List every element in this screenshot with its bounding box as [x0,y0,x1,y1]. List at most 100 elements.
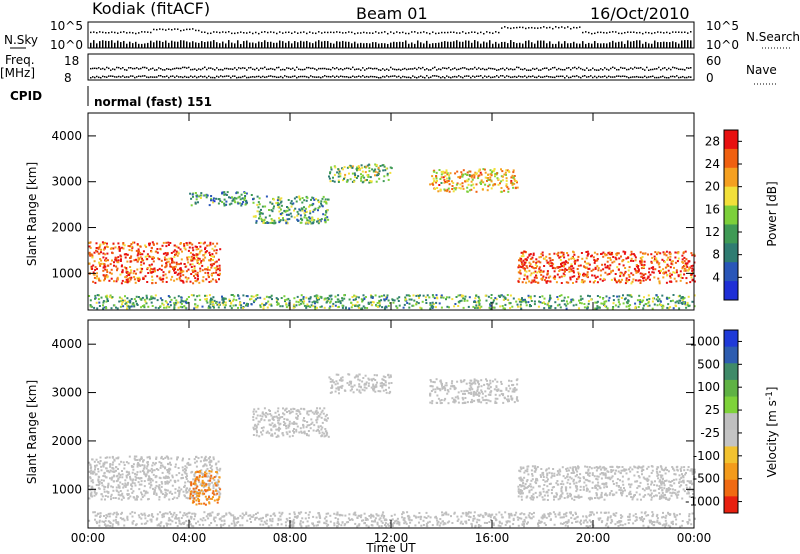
colorbar-swatch [724,186,738,207]
echo-pixel [310,423,313,425]
nsky-bar [198,42,200,48]
echo-pixel [194,298,197,301]
nave-dot [352,75,354,77]
echo-pixel [146,297,148,300]
echo-pixel [643,260,646,263]
echo-pixel [474,301,476,303]
echo-pixel [95,249,97,252]
cpid-value: normal (fast) 151 [94,95,212,109]
echo-pixel [183,305,186,308]
echo-pixel [234,201,237,204]
echo-pixel [376,305,379,308]
echo-pixel [257,206,260,209]
nave-dot [618,75,620,77]
echo-pixel [487,173,490,176]
echo-pixel [226,191,229,194]
nave-dot [190,75,192,77]
echo-pixel [154,462,157,465]
echo-pixel [215,471,218,473]
echo-pixel [194,270,197,273]
echo-pixel [204,194,207,197]
freq-dot [134,67,136,70]
echo-pixel [131,246,134,249]
echo-pixel [462,169,465,172]
nsearch-dot [591,32,593,35]
echo-pixel [119,490,122,492]
echo-pixel [208,251,211,254]
nsearch-dot [192,28,194,30]
echo-band-2 [252,195,330,225]
nsearch-dot [342,32,344,34]
colorbar-swatch [724,148,738,169]
nave-dot [94,76,96,79]
freq-dot [306,66,308,69]
echo-pixel [154,270,156,273]
freq-dot [476,68,478,71]
echo-pixel [680,297,683,300]
echo-pixel [639,282,642,284]
echo-pixel [541,277,544,279]
echo-pixel [331,305,334,308]
echo-pixel [177,495,180,498]
echo-pixel [197,248,200,250]
echo-pixel [384,169,387,172]
echo-pixel [204,251,207,254]
echo-pixel [664,266,667,269]
echo-pixel [348,165,351,168]
freq-dot [268,68,270,70]
freq-dot [642,68,644,70]
echo-pixel [477,301,480,304]
freq-dot [294,69,296,71]
echo-pixel [372,383,375,386]
nsky-bar [555,43,557,48]
echo-pixel [160,464,162,467]
nsky-bar [120,42,122,48]
nsky-bar [636,40,638,48]
echo-pixel [255,429,258,432]
echo-pixel [285,431,288,434]
echo-pixel [89,299,92,302]
echo-pixel [229,300,231,302]
echo-pixel [201,492,204,495]
echo-pixel [207,475,210,478]
nave-dot [626,76,628,78]
echo-pixel [204,471,206,474]
echo-pixel [690,276,693,279]
freq-dot [434,66,436,69]
echo-pixel [91,487,94,490]
echo-pixel [553,275,556,278]
echo-pixel [535,258,538,261]
echo-pixel [275,415,278,418]
echo-pixel [195,246,198,248]
echo-pixel [670,262,673,265]
echo-pixel [156,242,159,245]
nave-dot [436,75,438,77]
echo-pixel [125,476,128,479]
echo-pixel [457,300,460,303]
nsearch-dot [585,31,587,33]
echo-pixel [140,261,143,264]
echo-pixel [240,306,243,309]
echo-pixel [140,477,143,480]
echo-pixel [218,198,221,201]
echo-pixel [448,177,451,180]
echo-pixel [666,265,669,268]
nsky-bar [513,42,515,48]
nsearch-dot [162,28,164,31]
echo-pixel [116,269,118,272]
echo-pixel [339,302,342,305]
echo-pixel [215,197,218,200]
nave-dot [554,76,556,79]
echo-pixel [169,479,172,482]
nsky-bar [183,40,185,48]
echo-pixel [565,307,568,310]
echo-pixel [383,175,386,178]
echo-pixel [209,488,212,491]
echo-pixel [192,499,195,502]
freq-dot [358,68,360,70]
echo-pixel [500,190,503,193]
echo-pixel [109,477,111,480]
echo-pixel [154,294,157,297]
echo-pixel [295,412,298,415]
echo-pixel [215,271,218,274]
